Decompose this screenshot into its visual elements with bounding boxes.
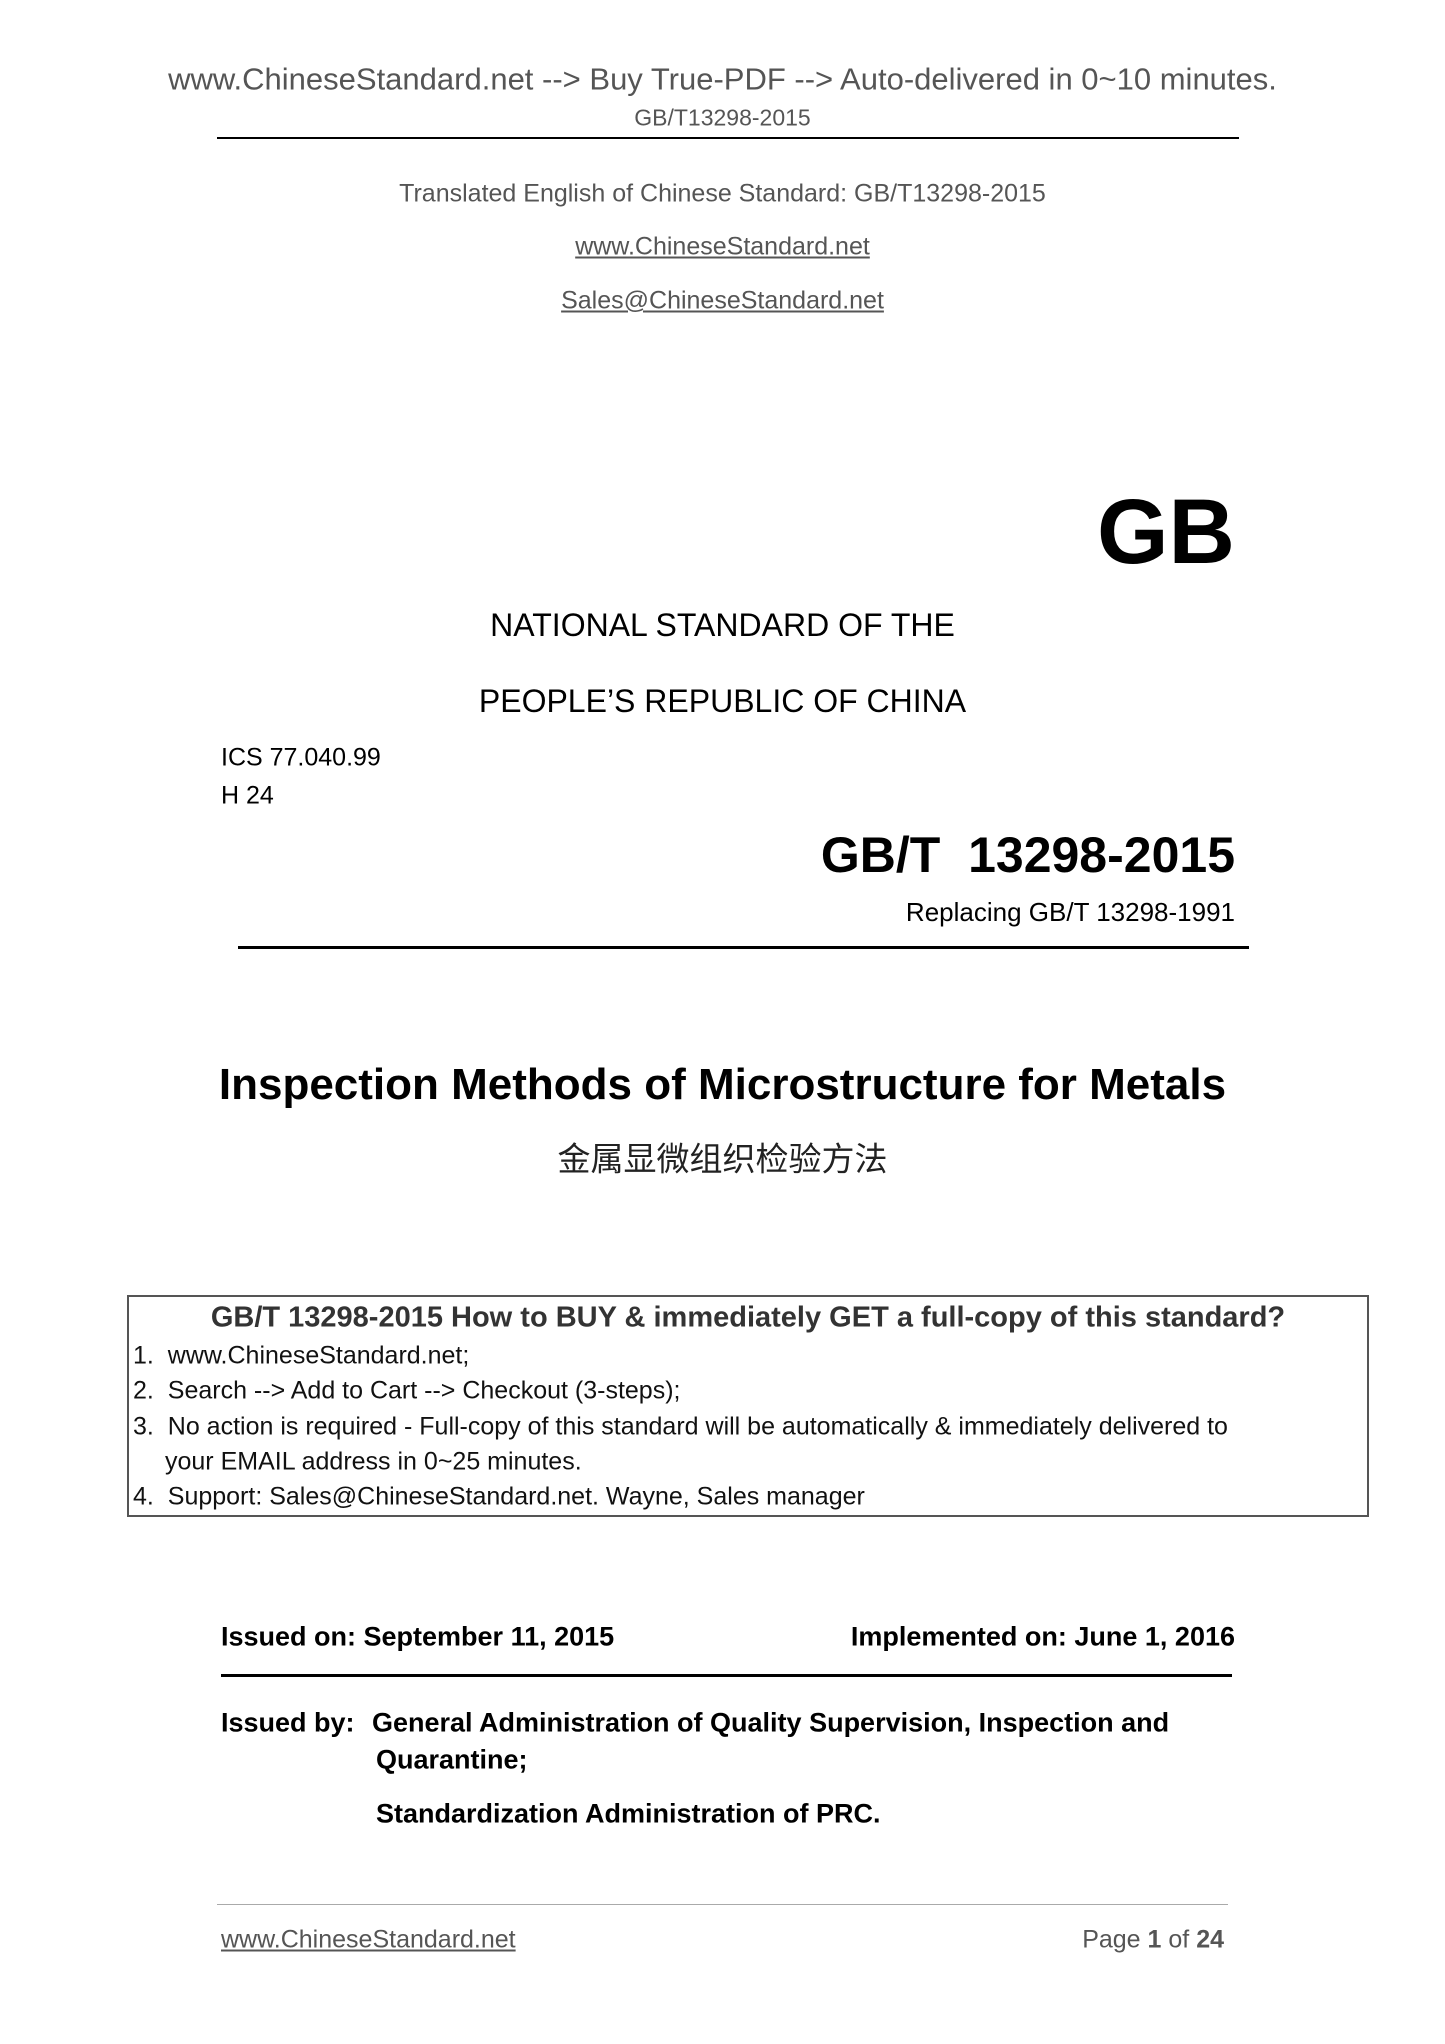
page-number: Page 1 of 24 [1082, 1925, 1224, 1954]
translated-note: Translated English of Chinese Standard: … [399, 179, 1046, 208]
header-banner: www.ChineseStandard.net --> Buy True-PDF… [168, 61, 1277, 97]
dates-divider [221, 1674, 1232, 1677]
cover-divider [238, 946, 1249, 949]
gb-mark: GB [1097, 481, 1235, 583]
issued-by-label: Issued by: [221, 1707, 355, 1738]
footer-website-link[interactable]: www.ChineseStandard.net [221, 1925, 516, 1954]
step-text: www.ChineseStandard.net; [167, 1341, 470, 1370]
standard-number: GB/T 13298-2015 [820, 827, 1235, 883]
issuer-line3: Standardization Administration of PRC. [376, 1798, 881, 1829]
page-of: of [1161, 1925, 1197, 1954]
step-text: Support: Sales@ChineseStandard.net. Wayn… [167, 1482, 865, 1511]
buy-info-box: GB/T 13298-2015 How to BUY & immediately… [127, 1295, 1369, 1517]
issued-on-date: Issued on: September 11, 2015 [221, 1621, 615, 1652]
buy-step-3: 3. No action is required - Full-copy of … [133, 1412, 1228, 1441]
title-english: Inspection Methods of Microstructure for… [218, 1060, 1227, 1109]
footer-divider [217, 1904, 1228, 1905]
buy-step-4: 4. Support: Sales@ChineseStandard.net. W… [133, 1482, 865, 1511]
page-current: 1 [1147, 1925, 1162, 1954]
step-number: 3. [133, 1412, 154, 1441]
website-link[interactable]: www.ChineseStandard.net [575, 232, 870, 261]
step-number: 2. [133, 1376, 154, 1405]
buy-step-2: 2. Search --> Add to Cart --> Checkout (… [133, 1376, 681, 1405]
buy-step-3-cont: your EMAIL address in 0~25 minutes. [165, 1447, 582, 1476]
step-text: No action is required - Full-copy of thi… [167, 1412, 1228, 1441]
header-doc-code: GB/T13298-2015 [634, 104, 811, 131]
issuer-line2: Quarantine; [376, 1744, 528, 1775]
implemented-on-date: Implemented on: June 1, 2016 [850, 1621, 1235, 1652]
ics-code: ICS 77.040.99 [221, 743, 381, 772]
page-total: 24 [1196, 1925, 1224, 1954]
buy-step-1: 1. www.ChineseStandard.net; [133, 1341, 470, 1370]
buy-box-title: GB/T 13298-2015 How to BUY & immediately… [210, 1301, 1286, 1334]
h-code: H 24 [221, 781, 274, 810]
step-number: 1. [133, 1341, 154, 1370]
issuer-line1: General Administration of Quality Superv… [372, 1707, 1170, 1738]
national-standard-line2: PEOPLE’S REPUBLIC OF CHINA [478, 683, 967, 719]
page-prefix: Page [1082, 1925, 1148, 1954]
email-link[interactable]: Sales@ChineseStandard.net [561, 286, 884, 315]
replacing-note: Replacing GB/T 13298-1991 [905, 897, 1235, 927]
national-standard-line1: NATIONAL STANDARD OF THE [490, 607, 955, 643]
step-text: Search --> Add to Cart --> Checkout (3-s… [167, 1376, 681, 1405]
step-number: 4. [133, 1482, 154, 1511]
header-divider [217, 137, 1239, 139]
title-chinese: 金属显微组织检验方法 [557, 1139, 888, 1179]
